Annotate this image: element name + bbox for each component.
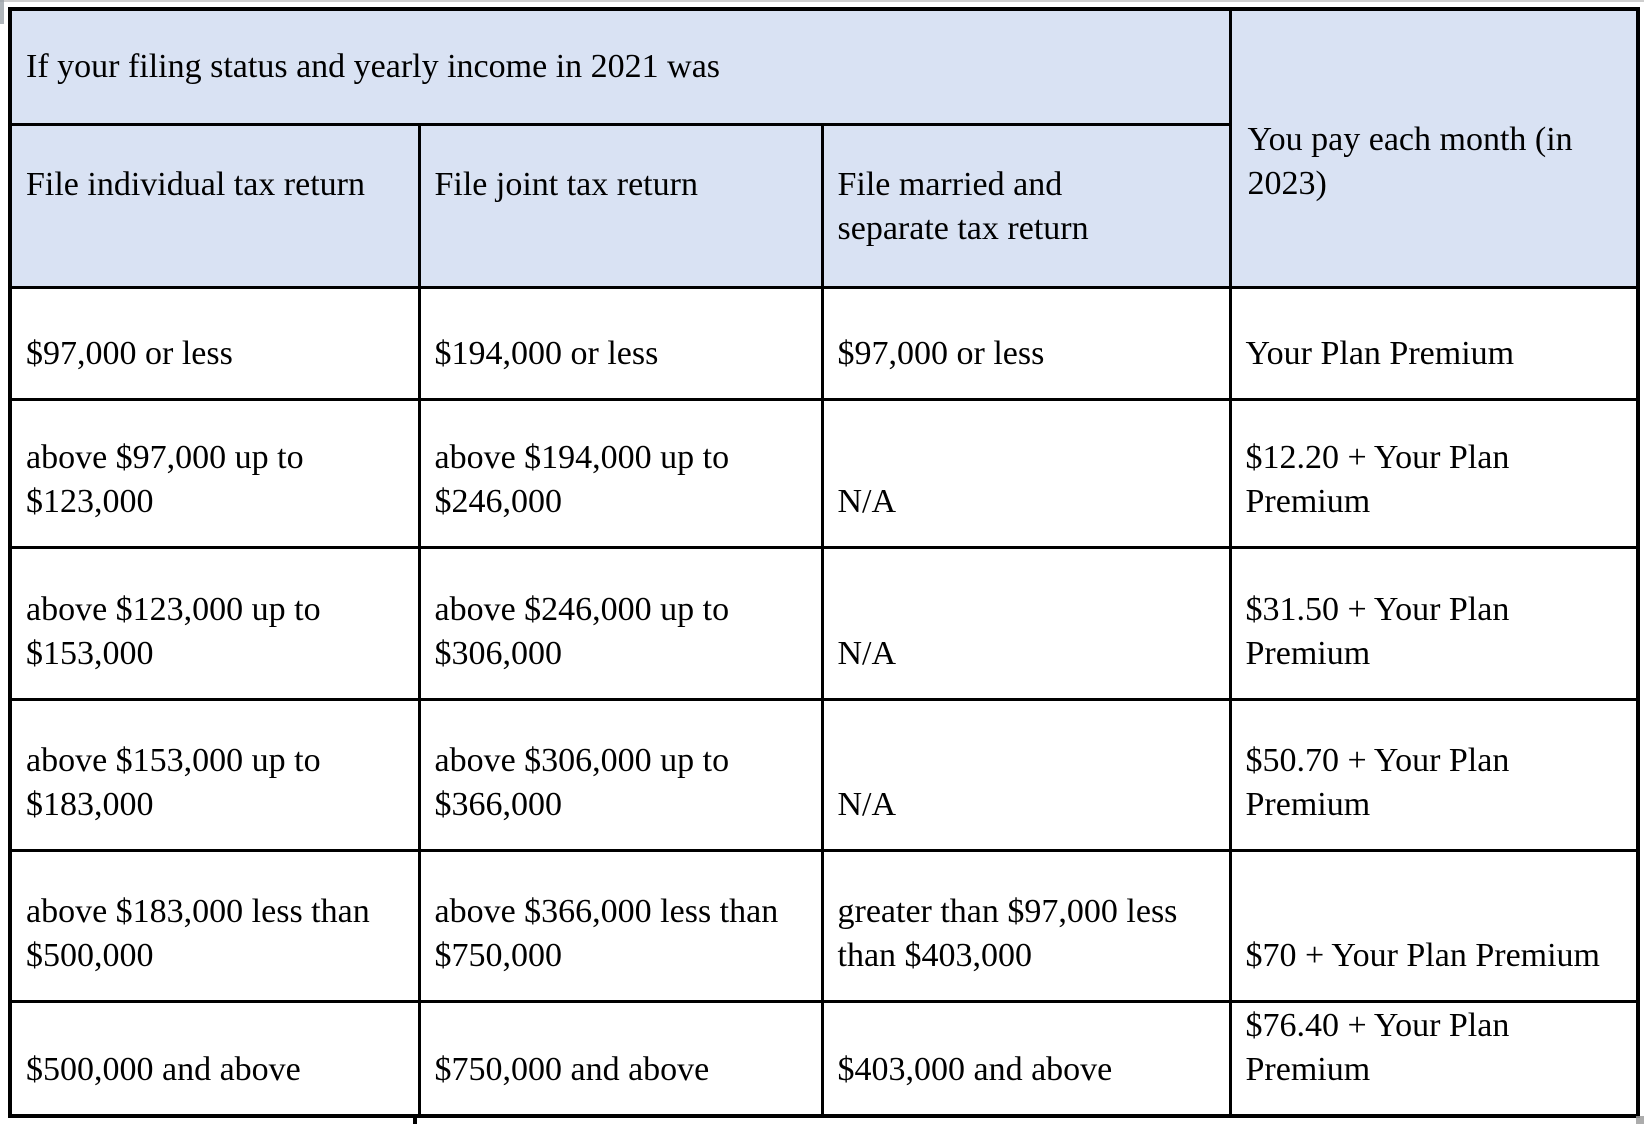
cell-text: $31.50 + Your Plan Premium: [1245, 590, 1510, 672]
cell-text: above $366,000 less than $750,000: [434, 892, 779, 974]
window-edge-line: [0, 0, 1644, 2]
cell-text: Your Plan Premium: [1245, 334, 1515, 372]
table-title-cell: If your filing status and yearly income …: [8, 7, 1232, 126]
table-row: above $123,000 up to $153,000 above $246…: [8, 545, 1640, 701]
cell-married-separate: N/A: [820, 397, 1232, 549]
pay-column-header-cell: You pay each month (in 2023): [1228, 7, 1640, 289]
cell-text: $750,000 and above: [434, 1051, 710, 1088]
table-row: $500,000 and above $750,000 and above $4…: [8, 999, 1640, 1118]
cell-joint: above $194,000 up to $246,000: [417, 397, 824, 549]
cell-joint: $194,000 or less: [417, 285, 824, 401]
pay-column-header: You pay each month (in 2023): [1247, 121, 1573, 203]
cell-individual: $97,000 or less: [8, 285, 421, 401]
table-row: above $97,000 up to $123,000 above $194,…: [8, 397, 1640, 549]
cell-text: above $246,000 up to $306,000: [434, 590, 730, 672]
table-row: above $153,000 up to $183,000 above $306…: [8, 697, 1640, 852]
cell-premium: $50.70 + Your Plan Premium: [1228, 697, 1640, 852]
cell-text: $500,000 and above: [26, 1051, 301, 1088]
cell-premium: $12.20 + Your Plan Premium: [1228, 397, 1640, 549]
cell-text: $97,000 or less: [26, 334, 233, 372]
table-row: above $183,000 less than $500,000 above …: [8, 848, 1640, 1003]
header-joint-label: File joint tax return: [434, 165, 698, 203]
cell-text: $403,000 and above: [837, 1051, 1113, 1088]
table-title-row: If your filing status and yearly income …: [8, 7, 1640, 289]
text-cursor: [413, 1116, 417, 1124]
cell-text: $12.20 + Your Plan Premium: [1245, 438, 1510, 520]
cell-premium: $76.40 + Your Plan Premium: [1228, 999, 1640, 1118]
column-header-row: File individual tax return File joint ta…: [8, 122, 1638, 289]
header-cell-married-separate: File married and separate tax return: [820, 122, 1232, 289]
cell-text: $50.70 + Your Plan Premium: [1245, 741, 1510, 823]
cell-individual: above $97,000 up to $123,000: [8, 397, 421, 549]
cell-text: above $183,000 less than $500,000: [26, 892, 370, 974]
cell-joint: $750,000 and above: [417, 999, 824, 1118]
cell-text: above $97,000 up to $123,000: [26, 438, 304, 520]
cell-text: above $306,000 up to $366,000: [434, 741, 730, 823]
cell-premium: Your Plan Premium: [1228, 285, 1640, 401]
cell-text: $70 + Your Plan Premium: [1245, 936, 1601, 974]
screen-corner-artifact-top-left: [0, 0, 4, 24]
cell-married-separate: N/A: [820, 697, 1232, 852]
cell-text: N/A: [837, 634, 897, 672]
cell-premium: $31.50 + Your Plan Premium: [1228, 545, 1640, 701]
cell-text: above $123,000 up to $153,000: [26, 590, 321, 672]
cell-joint: above $366,000 less than $750,000: [417, 848, 824, 1003]
cell-text: N/A: [837, 785, 897, 823]
cell-joint: above $306,000 up to $366,000: [417, 697, 824, 852]
cell-married-separate: $403,000 and above: [820, 999, 1232, 1118]
income-premium-table: If your filing status and yearly income …: [8, 7, 1640, 1118]
cell-text: $76.40 + Your Plan Premium: [1245, 1007, 1510, 1088]
cell-text: greater than $97,000 less than $403,000: [837, 892, 1178, 974]
cell-text: N/A: [837, 482, 897, 520]
cell-married-separate: greater than $97,000 less than $403,000: [820, 848, 1232, 1003]
header-married-separate-label: File married and separate tax return: [837, 165, 1089, 247]
cell-joint: above $246,000 up to $306,000: [417, 545, 824, 701]
cell-married-separate: N/A: [820, 545, 1232, 701]
cell-individual: above $183,000 less than $500,000: [8, 848, 421, 1003]
header-individual-label: File individual tax return: [26, 165, 365, 203]
header-cell-individual: File individual tax return: [8, 122, 421, 289]
header-cell-joint: File joint tax return: [417, 122, 824, 289]
cell-married-separate: $97,000 or less: [820, 285, 1232, 401]
cell-individual: above $123,000 up to $153,000: [8, 545, 421, 701]
cell-text: above $194,000 up to $246,000: [434, 438, 730, 520]
table-row: $97,000 or less $194,000 or less $97,000…: [8, 285, 1640, 401]
cell-individual: $500,000 and above: [8, 999, 421, 1118]
cell-text: above $153,000 up to $183,000: [26, 741, 321, 823]
cell-premium: $70 + Your Plan Premium: [1228, 848, 1640, 1003]
cell-individual: above $153,000 up to $183,000: [8, 697, 421, 852]
screen-corner-artifact-bottom-right: [1636, 1116, 1644, 1124]
cell-text: $194,000 or less: [434, 334, 659, 372]
table-title: If your filing status and yearly income …: [26, 47, 721, 85]
cell-text: $97,000 or less: [837, 334, 1045, 372]
